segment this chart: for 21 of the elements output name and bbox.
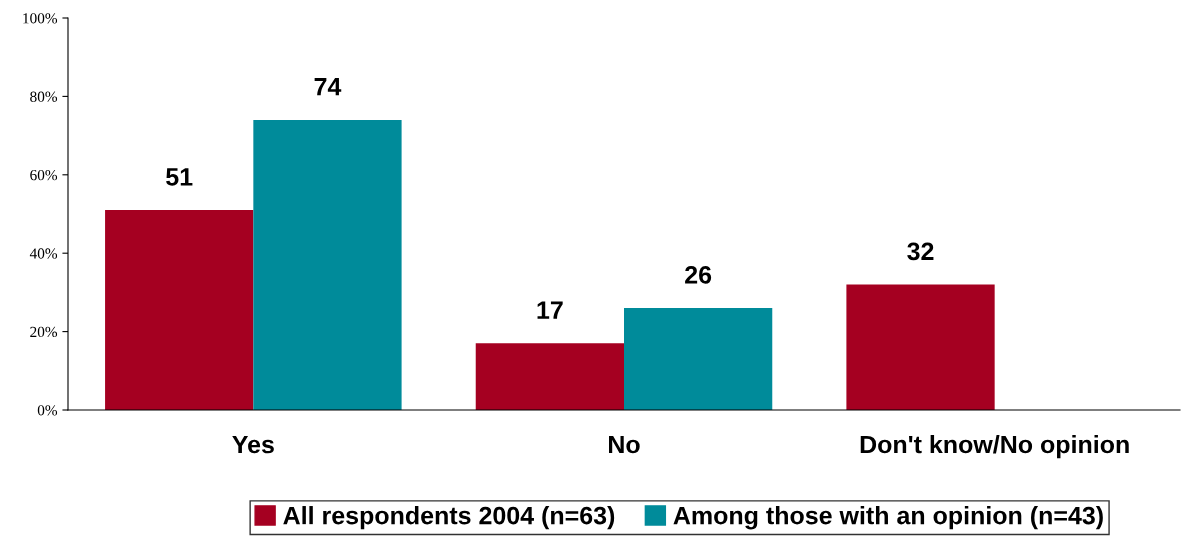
y-tick-label: 0% <box>37 405 58 416</box>
y-tick-label: 20% <box>30 326 58 338</box>
legend-label: All respondents 2004 (n=63) <box>283 506 615 530</box>
y-tick-label: 80% <box>30 91 58 102</box>
bar <box>624 308 773 410</box>
bar <box>846 284 995 410</box>
legend-label: Among those with an opinion (n=43) <box>673 506 1103 530</box>
data-label: 32 <box>907 242 934 261</box>
y-tick-label: 40% <box>29 248 58 259</box>
y-tick-label: 100% <box>23 13 58 24</box>
x-tick-label: No <box>609 435 640 454</box>
bar <box>475 343 624 410</box>
y-tick-label: 60% <box>30 169 58 181</box>
x-tick-label: Yes <box>232 435 274 454</box>
x-tick-label: Don't know/No opinion <box>860 435 1129 459</box>
data-label: 51 <box>166 168 193 186</box>
data-label: 74 <box>314 78 342 96</box>
data-label: 26 <box>685 265 712 284</box>
data-label: 17 <box>537 301 563 319</box>
bar <box>253 119 402 410</box>
bar <box>105 210 254 410</box>
